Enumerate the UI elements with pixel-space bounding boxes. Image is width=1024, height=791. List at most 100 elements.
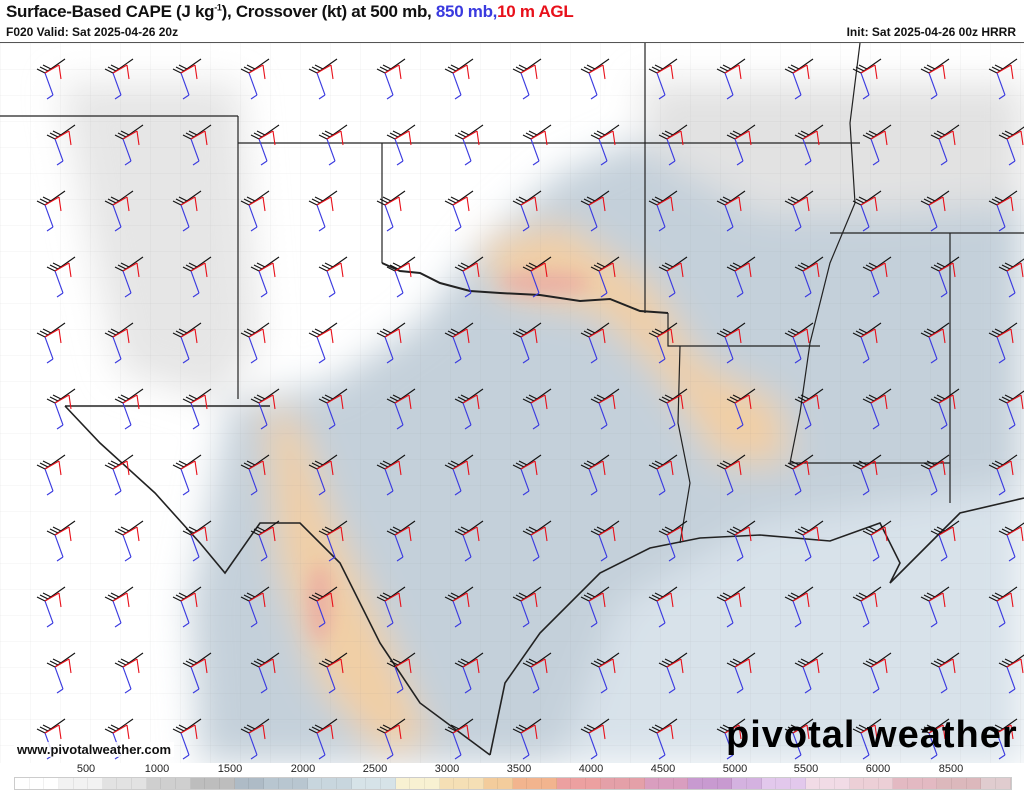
wind-barb [240, 322, 270, 364]
wind-barb [648, 454, 678, 496]
wind-barb [852, 454, 882, 496]
colorbar-segment [659, 778, 674, 789]
colorbar-segment [278, 778, 294, 789]
colorbar-segment [893, 778, 909, 789]
wind-barb [444, 322, 474, 364]
wind-barb [648, 322, 678, 364]
colorbar-segment [190, 778, 206, 789]
title-unit-exponent: -1 [214, 2, 222, 13]
wind-barb [988, 58, 1018, 100]
wind-barb [920, 58, 950, 100]
wind-barb [794, 520, 824, 562]
wind-barb [522, 388, 552, 430]
wind-barb [988, 586, 1018, 628]
wind-barb [930, 256, 960, 298]
wind-barb [930, 124, 960, 166]
wind-barb [240, 190, 270, 232]
wind-barb [444, 454, 474, 496]
colorbar-segment [424, 778, 440, 789]
wind-barb [580, 58, 610, 100]
wind-barb [590, 652, 620, 694]
state-borders [0, 43, 1024, 756]
colorbar-segment [571, 778, 586, 789]
wind-barb [920, 454, 950, 496]
colorbar-segment [132, 778, 147, 789]
wind-barb [444, 58, 474, 100]
colorbar-segment [849, 778, 865, 789]
colorbar-segment [629, 778, 645, 789]
wind-barb [512, 454, 542, 496]
wind-barb [308, 586, 338, 628]
colorbar-segment [615, 778, 630, 789]
colorbar-segment [15, 778, 30, 789]
wind-barb [512, 58, 542, 100]
wind-barb [580, 454, 610, 496]
wind-barb [522, 124, 552, 166]
wind-barb [36, 454, 66, 496]
wind-barb [716, 58, 746, 100]
wind-barb [318, 388, 348, 430]
colorbar-segment [776, 778, 791, 789]
wind-barb [512, 190, 542, 232]
colorbar-label: 500 [76, 763, 96, 775]
wind-barb [444, 718, 474, 760]
wind-barb [716, 718, 746, 760]
colorbar-label: 3000 [434, 763, 460, 775]
title-10m: 10 m AGL [497, 2, 574, 21]
colorbar-segment [703, 778, 718, 789]
colorbar-label: 3500 [506, 763, 532, 775]
wind-barb [590, 520, 620, 562]
colorbar-segment [146, 778, 162, 789]
colorbar-segment [952, 778, 967, 789]
colorbar-segment [366, 778, 382, 789]
colorbar-segment [585, 778, 601, 789]
colorbar-segment [498, 778, 513, 789]
wind-barb [182, 388, 212, 430]
colorbar-segment [263, 778, 279, 789]
wind-barb [862, 520, 892, 562]
wind-barb [250, 388, 280, 430]
pivotal-weather-logo: pivotal weather [726, 714, 1018, 756]
wind-barb [648, 718, 678, 760]
colorbar-segment [454, 778, 469, 789]
wind-barb [648, 586, 678, 628]
colorbar-segment [468, 778, 484, 789]
wind-barb [318, 520, 348, 562]
wind-barb [658, 124, 688, 166]
title-text-rest: ), Crossover (kt) at 500 mb, [221, 2, 436, 21]
colorbar-label: 5000 [722, 763, 748, 775]
wind-barb [46, 388, 76, 430]
colorbar-label: 4500 [650, 763, 676, 775]
wind-barb [376, 454, 406, 496]
wind-barb [930, 388, 960, 430]
wind-barb [648, 190, 678, 232]
wind-barb [250, 256, 280, 298]
colorbar-label: 8500 [938, 763, 964, 775]
wind-barb [998, 258, 1024, 298]
wind-barb [512, 718, 542, 760]
colorbar-segment [117, 778, 133, 789]
colorbar-segment [937, 778, 952, 789]
wind-barb [240, 454, 270, 496]
colorbar-segment [161, 778, 177, 789]
colorbar-segment [908, 778, 923, 789]
colorbar-segment [351, 778, 367, 789]
wind-barb [240, 58, 270, 100]
wind-barb [784, 586, 814, 628]
colorbar-segment [790, 778, 806, 789]
wind-barb [590, 124, 620, 166]
website-url[interactable]: www.pivotalweather.com [14, 742, 175, 757]
colorbar-segment [834, 778, 850, 789]
colorbar-segment [527, 778, 543, 789]
wind-barb [172, 58, 202, 100]
wind-barb [46, 652, 76, 694]
wind-barb [318, 124, 348, 166]
wind-barb [386, 124, 416, 166]
wind-barb [658, 256, 688, 298]
wind-barb [920, 718, 950, 760]
wind-barb [716, 586, 746, 628]
wind-barb [114, 388, 144, 430]
wind-barb [454, 256, 484, 298]
colorbar-segment [29, 778, 45, 789]
wind-barb [784, 190, 814, 232]
